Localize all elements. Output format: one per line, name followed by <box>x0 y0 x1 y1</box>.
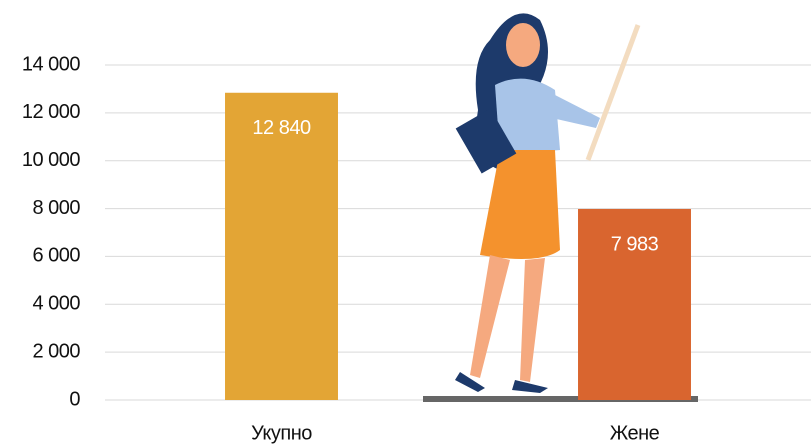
y-tick-label: 0 <box>69 388 80 410</box>
floor <box>423 396 698 402</box>
illustration <box>423 13 698 402</box>
data-label: 7 983 <box>611 233 659 255</box>
skirt <box>480 150 560 259</box>
folder <box>455 108 517 174</box>
shoes <box>455 372 548 393</box>
data-label: 12 840 <box>252 117 311 139</box>
y-tick-label: 6 000 <box>32 245 80 267</box>
arm <box>552 95 600 128</box>
x-tick-label: Укупно <box>251 422 312 444</box>
y-tick-label: 4 000 <box>32 293 80 315</box>
legs <box>470 255 545 382</box>
y-tick-label: 2 000 <box>32 340 80 362</box>
blouse <box>495 78 560 155</box>
bar <box>225 92 338 400</box>
bar <box>578 208 691 400</box>
face <box>506 23 540 67</box>
y-tick-label: 8 000 <box>32 197 80 219</box>
pointer <box>585 24 641 161</box>
x-tick-label: Жене <box>610 422 660 444</box>
y-tick-label: 14 000 <box>22 53 81 75</box>
y-tick-label: 12 000 <box>22 101 81 123</box>
y-tick-label: 10 000 <box>22 149 81 171</box>
